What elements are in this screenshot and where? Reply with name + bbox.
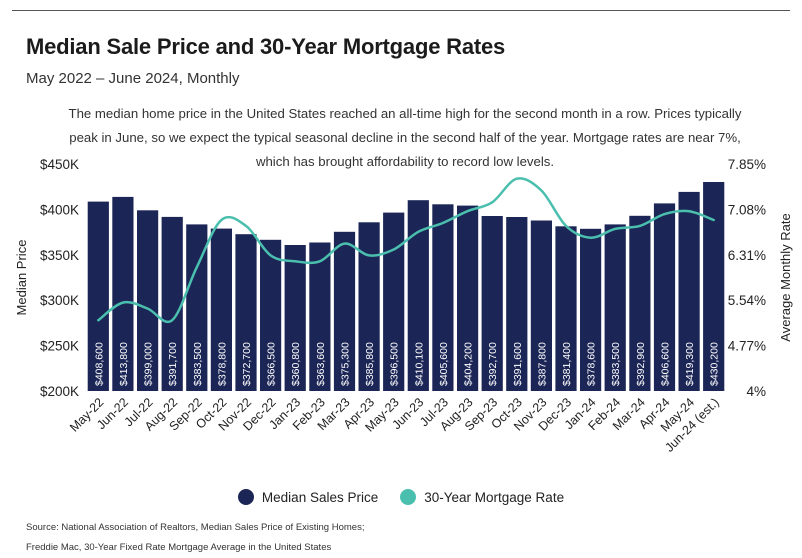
bar-value-label: $383,500 [610,342,622,386]
y-tick-label: $200K [40,384,79,399]
bar-value-label: $378,800 [216,342,228,386]
bar [137,210,159,391]
bar [333,231,356,391]
bar [506,217,528,391]
bar [235,234,257,391]
bar [432,204,454,391]
legend-swatch-bars [237,489,254,505]
bar-value-label: $372,700 [241,342,253,386]
y2-axis-title: Average Monthly Rate [778,213,793,341]
bar-value-label: $383,500 [192,342,204,386]
bar [186,224,208,391]
y2-tick-label: 6.31% [728,248,766,263]
y2-tick-label: 7.08% [728,202,766,217]
bar-value-label: $392,900 [635,342,647,386]
bar-value-label: $385,800 [364,342,376,386]
description-line: which has brought affordability to recor… [255,154,555,169]
y-tick-label: $300K [40,293,79,308]
chart-legend: Median Sales Price 30-Year Mortgage Rate [0,489,802,505]
bar [481,216,503,391]
bar-value-label: $378,600 [586,342,598,386]
source-line: Freddie Mac, 30-Year Fixed Rate Mortgage… [26,542,332,553]
bar [530,220,552,391]
bar-value-label: $375,300 [340,342,352,386]
bar [383,212,405,391]
bar [161,216,183,391]
legend-item-line: 30-Year Mortgage Rate [400,489,564,505]
bar [678,191,700,391]
bar-value-label: $387,800 [536,342,548,386]
bar-value-label: $408,600 [93,342,105,386]
y-axis-title: Median Price [14,240,29,316]
y2-tick-label: 4.77% [728,339,766,354]
chart-description: The median home price in the United Stat… [60,102,750,174]
bar [629,215,651,391]
y-tick-label: $450K [40,157,79,172]
bar-value-label: $410,100 [413,342,425,386]
bar [604,224,626,391]
chart-subtitle: May 2022 – June 2024, Monthly [26,70,240,87]
bar-value-label: $413,800 [118,342,130,386]
bar [260,239,282,391]
bar [358,222,380,391]
bar [87,201,109,391]
bar-value-label: $391,700 [167,342,179,386]
bar [284,245,306,391]
bar-value-label: $405,600 [438,342,450,386]
bar [210,228,232,391]
legend-swatch-line [400,489,417,505]
legend-item-bars: Median Sales Price [237,489,379,505]
bar-value-label: $396,500 [389,342,401,386]
y-tick-label: $250K [40,339,79,354]
bar-value-label: $406,600 [660,342,672,386]
mortgage-rate-line [97,177,715,324]
bar [407,200,429,391]
description-line: The median home price in the United Stat… [68,106,742,121]
bar-value-label: $366,500 [266,342,278,386]
bar-value-label: $399,000 [143,342,155,386]
legend-label-line: 30-Year Mortgage Rate [424,489,565,505]
bar [653,203,676,391]
source-line: Source: National Association of Realtors… [26,522,365,533]
y2-tick-label: 4% [746,384,766,399]
y2-tick-label: 7.85% [728,157,766,172]
bar [309,242,331,391]
bar-value-label: $392,700 [487,342,499,386]
bar-value-label: $391,600 [512,342,524,386]
bar-value-label: $360,800 [290,342,302,386]
bar-value-label: $381,400 [561,342,573,386]
bar [555,226,577,391]
y2-tick-label: 5.54% [728,293,766,308]
y-tick-label: $400K [40,202,79,217]
bar-value-label: $363,600 [315,342,327,386]
chart-title: Median Sale Price and 30-Year Mortgage R… [26,34,506,59]
bar-value-label: $430,200 [709,342,721,386]
bar-value-label: $419,300 [684,342,696,386]
legend-label-bars: Median Sales Price [261,489,379,505]
top-divider [12,10,790,11]
description-line: peak in June, so we expect the typical s… [69,130,741,145]
bar [112,196,134,391]
bar [703,182,725,391]
bar [457,205,479,391]
bar-value-label: $404,200 [463,342,475,386]
bar [580,228,602,391]
source-note: Source: National Association of Realtors… [26,518,364,558]
y-tick-label: $350K [40,248,79,263]
